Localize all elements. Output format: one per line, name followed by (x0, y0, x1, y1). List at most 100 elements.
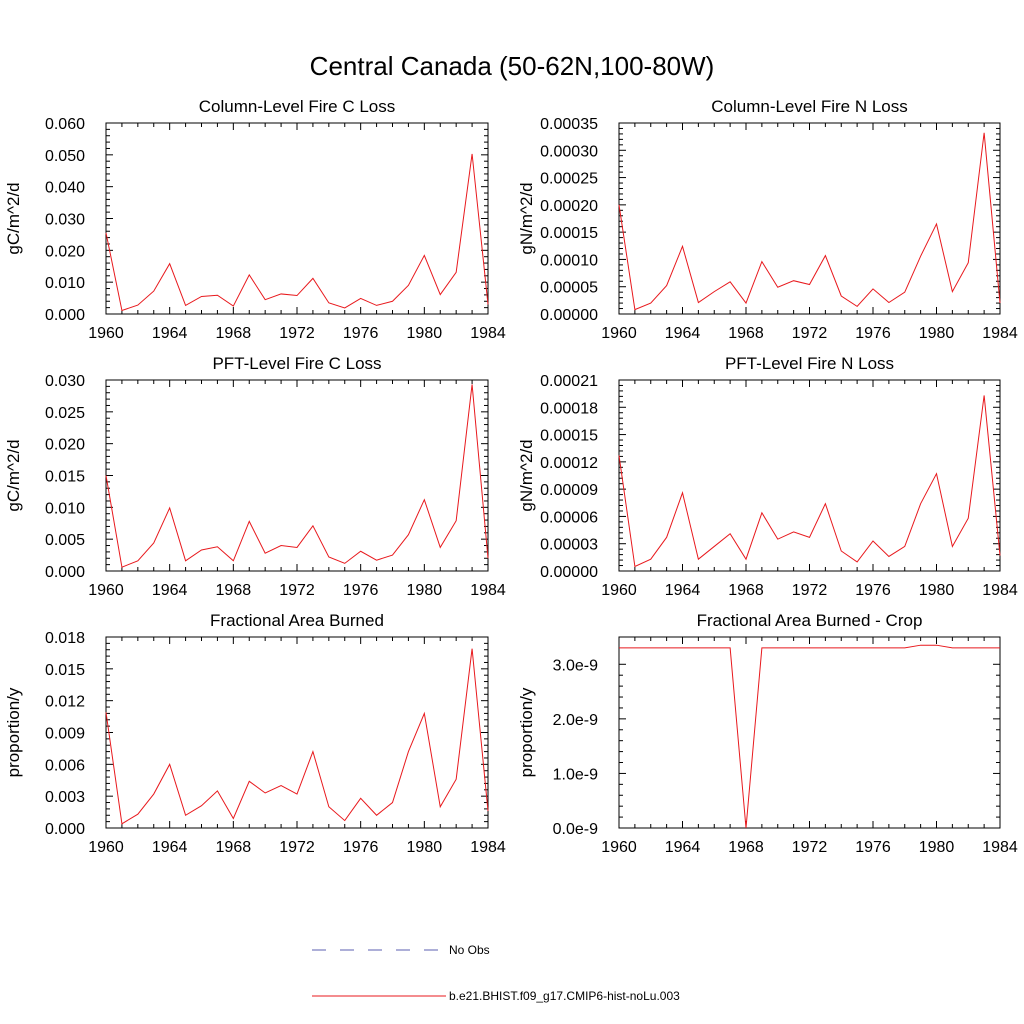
y-axis-label: gN/m^2/d (517, 439, 536, 511)
x-tick-label: 1968 (728, 325, 764, 342)
x-tick-label: 1960 (88, 325, 124, 342)
y-tick-label: 0.020 (45, 437, 85, 454)
y-tick-label: 0.00030 (540, 143, 598, 160)
y-axis-label: proportion/y (4, 687, 23, 777)
panel-title: Fractional Area Burned (210, 611, 384, 630)
legend-obs-label: No Obs (449, 943, 490, 957)
plot-frame (105, 636, 489, 829)
x-tick-label: 1964 (665, 582, 701, 599)
y-tick-label: 0.00021 (540, 373, 598, 390)
x-tick-label: 1976 (343, 325, 379, 342)
series-line (105, 648, 489, 825)
y-tick-label: 0.00005 (540, 280, 598, 297)
x-tick-label: 1976 (343, 582, 379, 599)
chart-panel: 1960 1964 1968 1972 1976 1980 1984 0.000 0.005 0.… (4, 354, 506, 599)
panel-title: Fractional Area Burned - Crop (697, 611, 923, 630)
x-tick-label: 1960 (88, 839, 124, 856)
y-tick-label: 0.00009 (540, 482, 598, 499)
x-tick-label: 1980 (407, 839, 443, 856)
plot-frame (618, 379, 1001, 572)
y-tick-label: 1.0e-9 (553, 766, 598, 783)
x-tick-label: 1976 (855, 839, 891, 856)
y-tick-label: 0.000 (45, 821, 85, 838)
y-tick-label: 0.025 (45, 405, 85, 422)
y-axis-label: gC/m^2/d (4, 439, 23, 511)
figure-title: Central Canada (50-62N,100-80W) (310, 51, 715, 81)
y-tick-label: 0.00003 (540, 537, 598, 554)
y-tick-label: 0.00025 (540, 171, 598, 188)
x-tick-label: 1964 (152, 325, 188, 342)
series-line (105, 384, 489, 568)
x-tick-label: 1960 (88, 582, 124, 599)
x-tick-label: 1972 (279, 582, 315, 599)
x-tick-label: 1984 (982, 582, 1018, 599)
y-tick-label: 0.000 (45, 307, 85, 324)
chart-panel: 1960 1964 1968 1972 1976 1980 1984 0.000 0.010 0.… (4, 97, 506, 342)
x-tick-label: 1980 (919, 582, 955, 599)
y-tick-label: 0.015 (45, 469, 85, 486)
y-tick-label: 0.030 (45, 212, 85, 229)
y-tick-label: 0.030 (45, 373, 85, 390)
y-tick-label: 0.009 (45, 726, 85, 743)
x-tick-label: 1980 (919, 839, 955, 856)
y-axis-label: gC/m^2/d (4, 182, 23, 254)
y-tick-label: 0.005 (45, 532, 85, 549)
x-tick-label: 1980 (919, 325, 955, 342)
y-tick-label: 0.0e-9 (553, 821, 598, 838)
chart-panels: 1960 1964 1968 1972 1976 1980 1984 0.000 0.010 0.… (4, 97, 1018, 856)
x-tick-label: 1976 (855, 325, 891, 342)
x-tick-label: 1972 (792, 839, 828, 856)
series-line (105, 153, 489, 312)
y-tick-label: 0.00006 (540, 509, 598, 526)
x-tick-label: 1960 (601, 325, 637, 342)
y-tick-label: 0.012 (45, 694, 85, 711)
y-tick-label: 0.00010 (540, 252, 598, 269)
x-tick-label: 1968 (216, 582, 252, 599)
x-tick-label: 1984 (470, 582, 506, 599)
y-tick-label: 0.000 (45, 564, 85, 581)
plot-frame (105, 379, 489, 572)
chart-panel: 1960 1964 1968 1972 1976 1980 1984 0.00000 0.000… (517, 97, 1018, 342)
x-tick-label: 1960 (601, 839, 637, 856)
panel-title: Column-Level Fire C Loss (199, 97, 396, 116)
y-tick-label: 0.00015 (540, 225, 598, 242)
x-tick-label: 1972 (792, 582, 828, 599)
x-tick-label: 1980 (407, 582, 443, 599)
y-tick-label: 0.015 (45, 662, 85, 679)
y-tick-label: 0.00012 (540, 455, 598, 472)
y-tick-label: 0.003 (45, 789, 85, 806)
x-tick-label: 1968 (216, 839, 252, 856)
y-tick-label: 0.050 (45, 148, 85, 165)
x-tick-label: 1984 (470, 325, 506, 342)
x-tick-label: 1984 (982, 325, 1018, 342)
x-tick-label: 1968 (216, 325, 252, 342)
y-tick-label: 0.020 (45, 243, 85, 260)
x-tick-label: 1972 (279, 325, 315, 342)
y-tick-label: 0.00035 (540, 116, 598, 133)
x-tick-label: 1960 (601, 582, 637, 599)
series-line (618, 395, 1001, 568)
x-tick-label: 1984 (982, 839, 1018, 856)
y-tick-label: 3.0e-9 (553, 657, 598, 674)
y-tick-label: 0.00015 (540, 428, 598, 445)
y-tick-label: 0.018 (45, 630, 85, 647)
legend: No Obs b.e21.BHIST.f09_g17.CMIP6-hist-no… (312, 943, 680, 1003)
y-tick-label: 0.010 (45, 275, 85, 292)
x-tick-label: 1964 (152, 839, 188, 856)
series-line (619, 644, 1000, 829)
y-axis-label: gN/m^2/d (517, 182, 536, 254)
panel-title: Column-Level Fire N Loss (711, 97, 908, 116)
series-line (618, 132, 1001, 311)
y-tick-label: 0.00000 (540, 564, 598, 581)
x-tick-label: 1964 (152, 582, 188, 599)
x-tick-label: 1976 (855, 582, 891, 599)
y-tick-label: 0.00020 (540, 198, 598, 215)
plot-frame (105, 122, 489, 315)
x-tick-label: 1968 (728, 582, 764, 599)
y-tick-label: 0.00000 (540, 307, 598, 324)
plot-frame (618, 636, 1001, 829)
legend-model-label: b.e21.BHIST.f09_g17.CMIP6-hist-noLu.003 (449, 989, 680, 1003)
y-tick-label: 0.00018 (540, 400, 598, 417)
y-tick-label: 0.040 (45, 180, 85, 197)
